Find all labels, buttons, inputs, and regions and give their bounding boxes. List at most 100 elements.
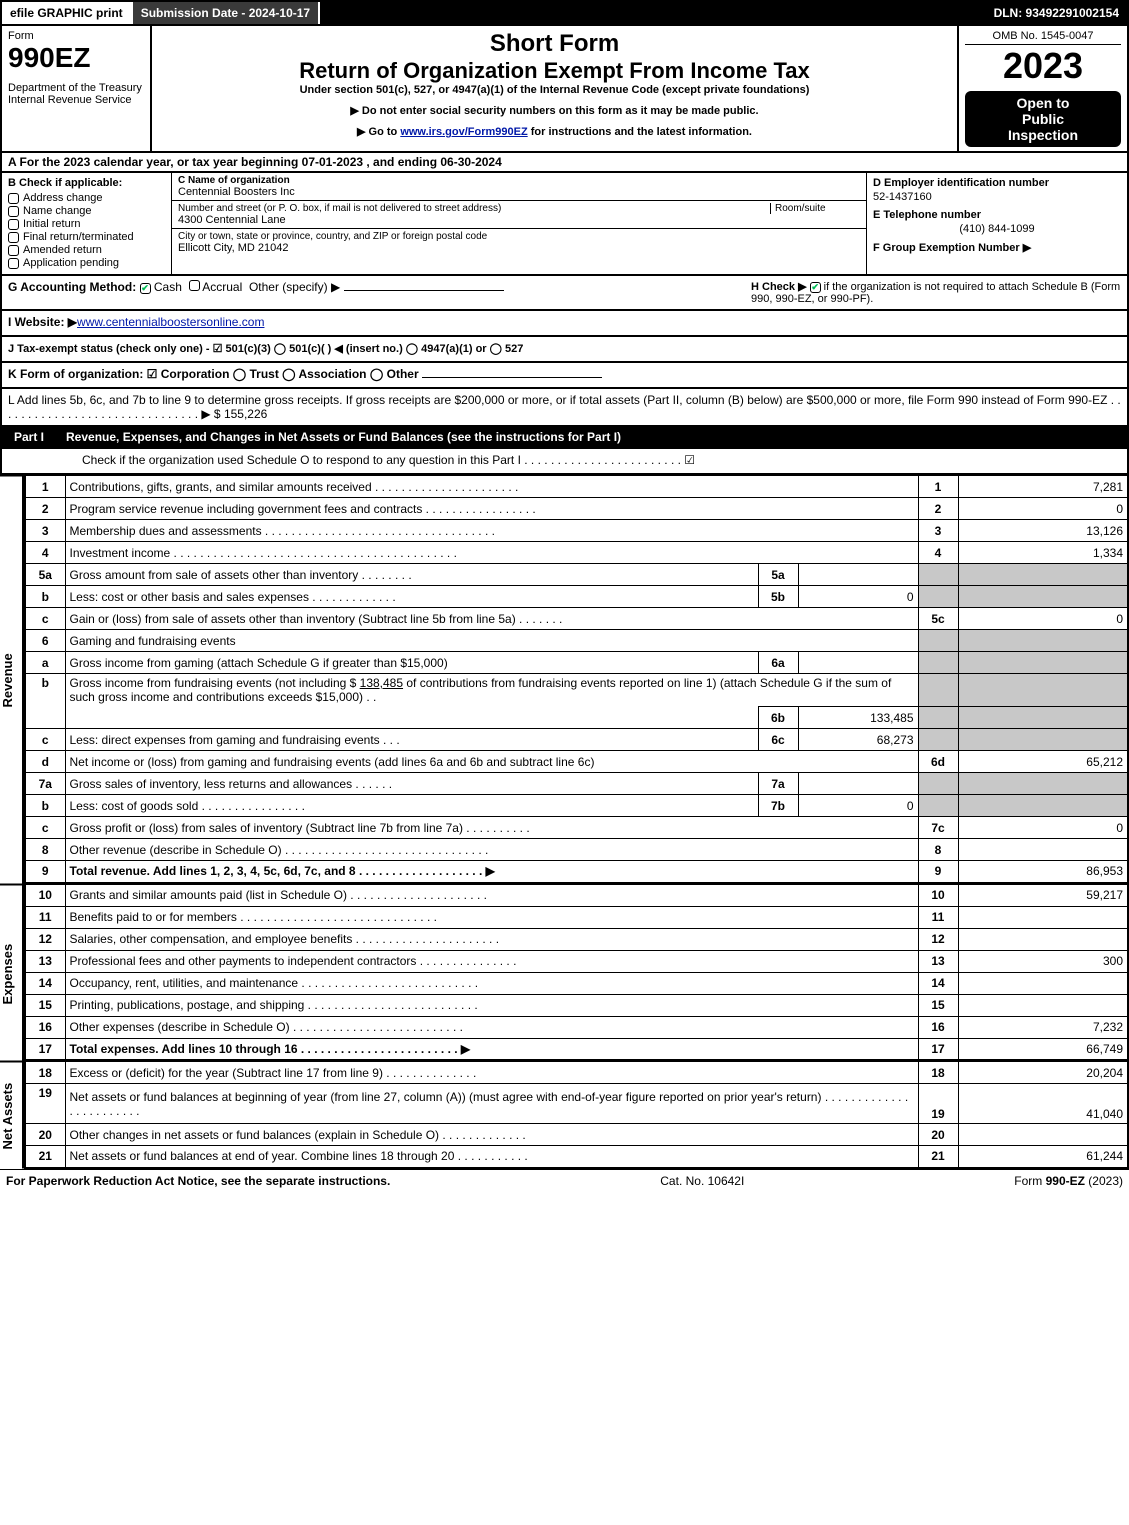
part1-header: Part I Revenue, Expenses, and Changes in… [0,427,1129,449]
table-row: dNet income or (loss) from gaming and fu… [25,751,1128,773]
open-public-badge: Open to Public Inspection [965,91,1121,147]
table-row: 6b133,485 [25,707,1128,729]
opt-initial-return: Initial return [23,218,80,230]
short-form-title: Short Form [158,30,951,58]
row-j: J Tax-exempt status (check only one) - ☑… [0,337,1129,363]
side-netassets: Net Assets [0,1061,24,1169]
g-other: Other (specify) ▶ [249,280,340,294]
c-name-lbl: C Name of organization [178,175,290,186]
side-expenses: Expenses [0,884,24,1062]
chk-accrual[interactable] [189,280,200,291]
table-row: 9Total revenue. Add lines 1, 2, 3, 4, 5c… [25,861,1128,883]
footer-left: For Paperwork Reduction Act Notice, see … [6,1174,390,1188]
table-row: 8Other revenue (describe in Schedule O) … [25,839,1128,861]
table-row: 14Occupancy, rent, utilities, and mainte… [25,972,1128,994]
page-footer: For Paperwork Reduction Act Notice, see … [0,1169,1129,1192]
top-bar: efile GRAPHIC print Submission Date - 20… [0,0,1129,26]
table-row: 13Professional fees and other payments t… [25,950,1128,972]
row-k: K Form of organization: ☑ Corporation ◯ … [0,363,1129,389]
table-row: 4Investment income . . . . . . . . . . .… [25,542,1128,564]
footer-catno: Cat. No. 10642I [660,1174,744,1188]
table-row: 15Printing, publications, postage, and s… [25,994,1128,1016]
table-row: 1Contributions, gifts, grants, and simil… [25,476,1128,498]
side-revenue: Revenue [0,475,24,884]
chk-h[interactable]: ✔ [810,282,821,293]
row-l: L Add lines 5b, 6c, and 7b to line 9 to … [0,389,1129,427]
efile-print[interactable]: efile GRAPHIC print [2,2,131,24]
row-i: I Website: ▶www.centennialboostersonline… [0,311,1129,337]
part1-check: Check if the organization used Schedule … [0,449,1129,475]
table-row: 16Other expenses (describe in Schedule O… [25,1016,1128,1038]
box-b-head: B Check if applicable: [8,177,165,189]
table-row: bLess: cost or other basis and sales exp… [25,586,1128,608]
k-text: K Form of organization: ☑ Corporation ◯ … [8,367,419,381]
street-value: 4300 Centennial Lane [178,214,764,226]
expenses-table: 10Grants and similar amounts paid (list … [24,884,1129,1062]
ein-value: 52-1437160 [873,189,1121,209]
dln: DLN: 93492291002154 [986,2,1127,24]
d-lbl: D Employer identification number [873,177,1049,189]
goto-link[interactable]: www.irs.gov/Form990EZ [400,126,527,138]
table-row: bLess: cost of goods sold . . . . . . . … [25,795,1128,817]
table-row: 5aGross amount from sale of assets other… [25,564,1128,586]
table-row: cLess: direct expenses from gaming and f… [25,729,1128,751]
city-value: Ellicott City, MD 21042 [178,242,860,254]
g-other-input[interactable] [344,290,504,291]
section-a: A For the 2023 calendar year, or tax yea… [0,153,1129,173]
open-line1: Open to [969,95,1117,111]
goto-row: ▶ Go to www.irs.gov/Form990EZ for instru… [158,125,951,138]
table-row: 7aGross sales of inventory, less returns… [25,773,1128,795]
chk-final-return[interactable] [8,232,19,243]
f-lbl: F Group Exemption Number ▶ [873,242,1031,254]
table-row: 20Other changes in net assets or fund ba… [25,1124,1128,1146]
opt-address-change: Address change [23,192,103,204]
chk-address-change[interactable] [8,193,19,204]
footer-right: Form 990-EZ (2023) [1014,1174,1123,1188]
opt-amended-return: Amended return [23,244,102,256]
table-row: 21Net assets or fund balances at end of … [25,1146,1128,1168]
header-right: OMB No. 1545-0047 2023 Open to Public In… [957,26,1127,151]
org-name: Centennial Boosters Inc [178,186,860,198]
row-gh: G Accounting Method: ✔ Cash Accrual Othe… [0,276,1129,311]
h-post: if the organization is not required to a… [751,281,1120,305]
table-row: 17Total expenses. Add lines 10 through 1… [25,1038,1128,1060]
chk-application-pending[interactable] [8,258,19,269]
l-text: L Add lines 5b, 6c, and 7b to line 9 to … [8,393,1121,421]
chk-cash[interactable]: ✔ [140,283,151,294]
opt-final-return: Final return/terminated [23,231,134,243]
table-row: 12Salaries, other compensation, and empl… [25,928,1128,950]
opt-application-pending: Application pending [23,257,119,269]
chk-name-change[interactable] [8,206,19,217]
website-link[interactable]: www.centennialboostersonline.com [77,315,264,329]
chk-amended-return[interactable] [8,245,19,256]
part1-title: Revenue, Expenses, and Changes in Net As… [66,430,621,444]
table-row: 10Grants and similar amounts paid (list … [25,884,1128,906]
table-row: 19Net assets or fund balances at beginni… [25,1084,1128,1124]
form-header: Form 990EZ Department of the Treasury In… [0,26,1129,153]
j-text: J Tax-exempt status (check only one) - ☑… [8,343,523,355]
submission-date: Submission Date - 2024-10-17 [131,2,320,24]
form-number: 990EZ [8,42,144,74]
box-b: B Check if applicable: Address change Na… [2,173,172,274]
tax-year: 2023 [965,45,1121,87]
l-amount: 155,226 [224,407,267,421]
l6b-amt: 138,485 [360,676,403,690]
ssn-warning: ▶ Do not enter social security numbers o… [158,104,951,117]
under-section-text: Under section 501(c), 527, or 4947(a)(1)… [158,84,951,96]
table-row: 11Benefits paid to or for members . . . … [25,906,1128,928]
room-lbl: Room/suite [775,203,860,214]
header-center: Short Form Return of Organization Exempt… [152,26,957,151]
g-accrual: Accrual [202,280,242,294]
l17-desc: Total expenses. Add lines 10 through 16 … [70,1042,471,1056]
revenue-table: 1Contributions, gifts, grants, and simil… [24,475,1129,884]
table-row: bGross income from fundraising events (n… [25,674,1128,707]
k-other-input[interactable] [422,377,602,378]
identity-block: B Check if applicable: Address change Na… [0,173,1129,276]
part1-num: Part I [8,430,50,444]
chk-initial-return[interactable] [8,219,19,230]
box-def: D Employer identification number 52-1437… [867,173,1127,274]
open-line2: Public [969,111,1117,127]
header-left: Form 990EZ Department of the Treasury In… [2,26,152,151]
l9-desc: Total revenue. Add lines 1, 2, 3, 4, 5c,… [70,864,495,878]
opt-name-change: Name change [23,205,92,217]
